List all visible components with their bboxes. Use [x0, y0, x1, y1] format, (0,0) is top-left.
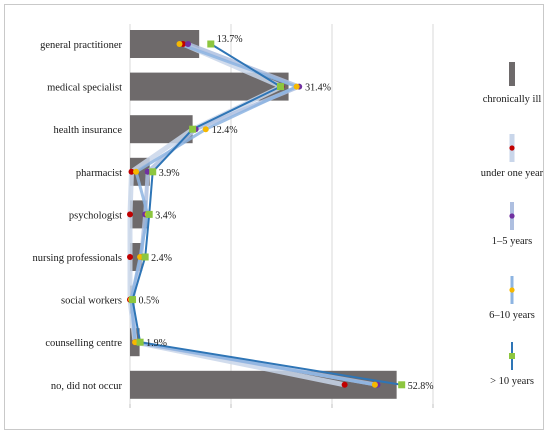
data-point	[207, 40, 215, 48]
legend-marker	[509, 145, 515, 151]
data-point	[293, 83, 300, 90]
category-label: no, did not occur	[51, 381, 123, 392]
legend-marker	[509, 213, 515, 219]
data-point	[132, 339, 139, 346]
value-label: 2.4%	[151, 253, 172, 264]
category-label: pharmacist	[76, 168, 122, 179]
data-point	[141, 253, 149, 261]
value-label: 0.5%	[139, 296, 160, 307]
legend-label: under one year	[481, 168, 544, 179]
legend-label: 6–10 years	[489, 310, 535, 321]
bar	[130, 370, 397, 399]
legend-swatch	[509, 62, 515, 86]
value-label: 3.9%	[159, 168, 180, 179]
category-label: general practitioner	[40, 40, 122, 51]
category-label: counselling centre	[45, 338, 122, 349]
labels: general practitioner medical specialist he…	[32, 34, 433, 392]
value-label: 31.4%	[305, 83, 331, 94]
data-point	[136, 338, 144, 346]
category-label: social workers	[61, 296, 122, 307]
category-label: nursing professionals	[32, 253, 122, 264]
category-label: medical specialist	[47, 83, 122, 94]
data-point	[127, 254, 133, 260]
data-point	[202, 126, 209, 133]
legend-label: > 10 years	[490, 376, 534, 387]
value-label: 12.4%	[212, 125, 238, 136]
data-point	[128, 168, 135, 175]
value-label: 13.7%	[217, 34, 243, 45]
data-point	[371, 381, 378, 388]
category-label: health insurance	[53, 125, 122, 136]
data-point	[137, 254, 144, 260]
legend-marker	[509, 287, 515, 293]
data-point	[149, 168, 157, 176]
category-label: psychologist	[69, 210, 122, 221]
data-point	[145, 210, 153, 218]
data-point	[129, 296, 137, 304]
legend-marker	[509, 353, 515, 359]
legend-label: chronically ill	[483, 94, 542, 105]
series-markers	[127, 40, 406, 389]
data-point	[176, 41, 183, 47]
data-point	[276, 83, 284, 91]
data-point	[133, 168, 140, 175]
legend: chronically ill under one year 1–5 years 6–…	[481, 62, 544, 387]
value-label: 52.8%	[408, 381, 434, 392]
data-point	[341, 381, 348, 388]
data-point	[398, 381, 406, 389]
data-point	[185, 41, 192, 47]
value-label: 1.9%	[146, 338, 167, 349]
value-label: 3.4%	[155, 210, 176, 221]
data-point	[127, 211, 133, 218]
data-point	[144, 168, 151, 175]
data-point	[189, 125, 197, 133]
legend-label: 1–5 years	[492, 236, 533, 247]
